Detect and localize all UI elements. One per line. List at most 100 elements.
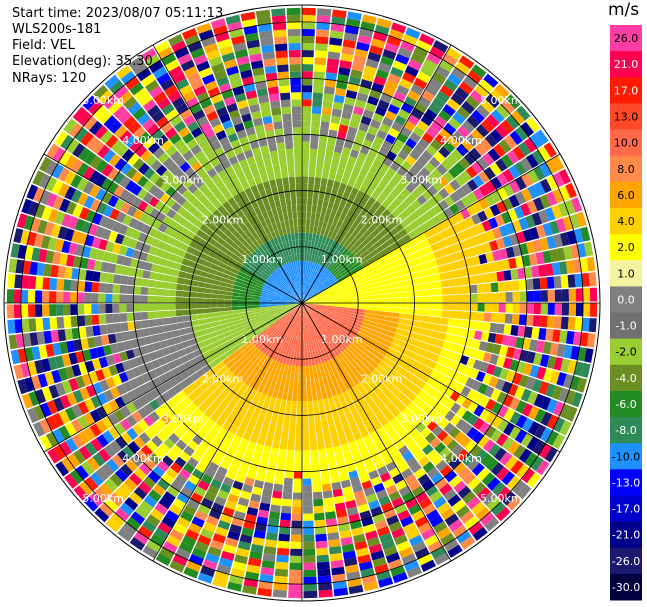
range-gate [422, 261, 431, 270]
range-gate [421, 296, 429, 303]
range-gate [213, 472, 225, 483]
range-gate [414, 547, 430, 560]
range-gate [329, 165, 338, 174]
range-gate [517, 484, 532, 500]
range-gate [159, 258, 169, 267]
range-gate [263, 416, 272, 426]
range-gate [176, 316, 184, 323]
range-gate [292, 499, 302, 507]
range-gate [297, 316, 300, 324]
range-gate [317, 273, 323, 281]
range-gate [431, 266, 440, 275]
range-gate [477, 293, 485, 303]
range-gate [308, 304, 316, 307]
range-gate [169, 282, 177, 290]
range-gate [448, 426, 461, 439]
range-gate [417, 348, 427, 357]
range-gate [295, 316, 299, 324]
range-gate [312, 491, 323, 500]
range-gate [58, 410, 71, 425]
range-gate [229, 364, 238, 373]
range-gate [308, 344, 313, 352]
range-gate [334, 174, 343, 183]
range-gate [99, 272, 108, 283]
range-gate [441, 310, 450, 318]
range-gate [54, 355, 65, 369]
range-gate [251, 397, 260, 406]
range-gate [186, 366, 196, 376]
range-gate [351, 62, 365, 72]
range-gate [133, 126, 146, 139]
range-gate [132, 209, 144, 220]
range-gate [354, 540, 368, 551]
range-gate [158, 497, 172, 510]
range-gate [484, 517, 500, 532]
range-gate [456, 106, 471, 120]
range-gate [132, 423, 144, 436]
range-gate [288, 321, 293, 328]
range-gate [294, 232, 299, 241]
range-gate [75, 244, 85, 257]
range-gate [444, 398, 456, 410]
range-gate [96, 346, 106, 358]
range-gate [243, 262, 251, 269]
range-gate [286, 278, 292, 286]
range-gate [461, 422, 473, 435]
range-gate [342, 311, 351, 316]
range-gate [335, 423, 344, 432]
range-gate [163, 437, 175, 450]
range-gate [242, 347, 250, 355]
range-gate [393, 350, 403, 359]
range-gate [437, 264, 447, 274]
range-gate [447, 318, 456, 327]
range-gate [302, 218, 306, 226]
range-gate [508, 257, 517, 269]
range-gate [319, 275, 326, 282]
range-gate [486, 496, 501, 511]
range-gate [280, 316, 287, 322]
range-gate [471, 213, 482, 225]
range-gate [90, 198, 102, 212]
range-gate [94, 507, 110, 523]
range-gate [460, 170, 472, 183]
range-gate [195, 263, 204, 271]
range-gate [449, 203, 460, 215]
range-gate [318, 265, 323, 273]
range-gate [293, 337, 297, 345]
range-gate [525, 214, 536, 228]
range-gate [408, 479, 421, 492]
range-gate [138, 432, 151, 445]
range-gate [407, 114, 420, 126]
range-gate [295, 443, 302, 451]
range-gate [236, 199, 246, 209]
range-gate [42, 290, 50, 303]
range-gate [190, 255, 199, 263]
range-gate [162, 281, 170, 289]
range-gate [299, 352, 302, 360]
range-gate [133, 436, 146, 449]
range-gate [192, 234, 202, 244]
range-gate [257, 509, 269, 519]
range-gate [343, 260, 351, 268]
range-gate [343, 297, 352, 301]
range-gate [199, 456, 211, 468]
range-gate [240, 286, 248, 292]
range-gate [194, 510, 208, 522]
range-gate [271, 254, 278, 262]
range-gate [252, 365, 260, 374]
range-gate [107, 195, 119, 208]
range-gate [313, 85, 324, 94]
range-gate [331, 481, 342, 491]
range-gate [285, 148, 294, 157]
range-gate [391, 121, 403, 133]
range-gate [293, 330, 297, 338]
range-gate [347, 333, 355, 340]
range-gate [344, 325, 353, 331]
range-gate [376, 223, 386, 232]
range-gate [531, 212, 543, 226]
range-gate [127, 153, 140, 166]
range-gate [258, 265, 266, 272]
range-gate [430, 139, 443, 151]
range-gate [196, 298, 204, 303]
range-gate [437, 355, 447, 366]
